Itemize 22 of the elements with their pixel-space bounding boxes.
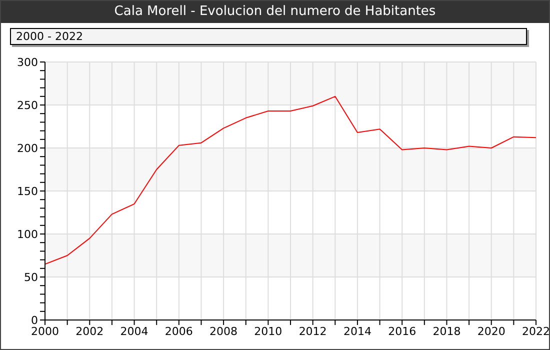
x-tick-label: 2014	[343, 324, 372, 338]
line-series	[45, 96, 536, 265]
x-tick-label: 2000	[31, 324, 59, 338]
chart-title: Cala Morell - Evolucion del numero de Habitantes	[1, 1, 549, 23]
y-tick-label: 50	[24, 270, 38, 284]
y-tick-label: 250	[17, 98, 38, 112]
x-tick-label: 2020	[477, 324, 506, 338]
chart-subtitle: 2000 - 2022	[10, 28, 527, 45]
x-tick-label: 2018	[432, 324, 461, 338]
y-tick-label: 200	[17, 142, 38, 155]
x-tick-label: 2008	[210, 324, 238, 338]
x-tick-label: 2016	[388, 324, 416, 338]
y-tick-label: 100	[17, 228, 38, 241]
x-tick-label: 2022	[522, 324, 550, 338]
x-tick-label: 2004	[120, 324, 148, 338]
y-tick-label: 0	[31, 314, 38, 327]
x-tick-label: 2010	[254, 324, 282, 338]
x-tick-label: 2002	[76, 324, 104, 338]
y-tick-label: 300	[17, 56, 38, 69]
y-tick-label: 150	[17, 184, 38, 198]
x-tick-label: 2012	[298, 324, 327, 338]
x-tick-label: 2006	[164, 324, 193, 338]
